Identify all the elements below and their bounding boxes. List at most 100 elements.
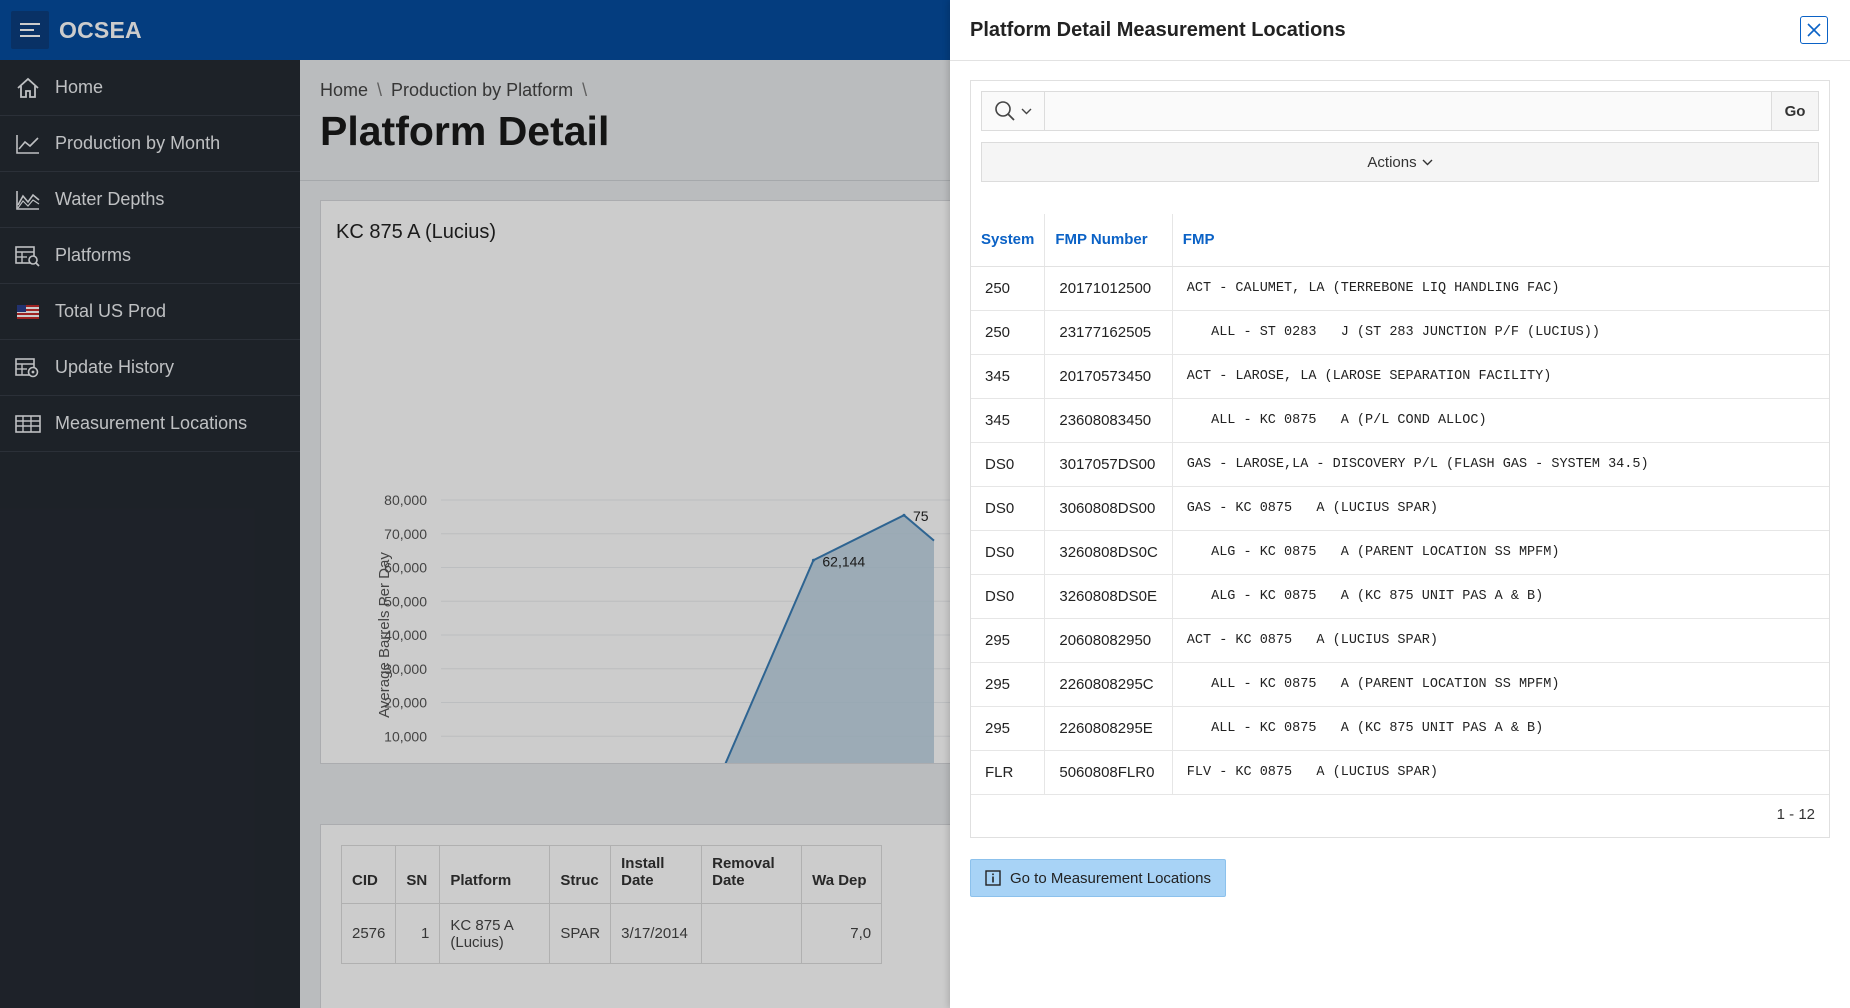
cell-struc: SPAR [549,903,612,964]
cell-platform: KC 875 A (Lucius) [439,903,551,964]
search-column-button[interactable] [982,92,1045,130]
table-row: 295 2260808295E ALL - KC 0875 A (KC 875 U… [971,706,1829,751]
data-label: 7 [642,761,650,763]
cell-system: DS0 [971,442,1046,487]
y-tick-label: 60,000 [384,560,427,576]
sidebar-item-measurement-locations[interactable]: Measurement Locations [0,396,300,452]
cell-fmp-number: 3260808DS0C [1044,530,1173,575]
cell-fmp: ALG - KC 0875 A (PARENT LOCATION SS MPFM… [1172,530,1829,575]
column-header-cid[interactable]: CID [340,845,397,904]
column-header-system[interactable]: System [971,214,1046,267]
chevron-down-icon [1021,108,1032,115]
cell-fmp: GAS - KC 0875 A (LUCIUS SPAR) [1172,486,1829,531]
sidebar-item-label: Measurement Locations [55,413,248,433]
cell-system: 250 [971,310,1046,355]
measurement-locations-dialog: Platform Detail Measurement Locations Go… [950,0,1850,1008]
us-flag-icon [14,300,42,324]
close-button[interactable] [1800,16,1828,44]
breadcrumb-production-link[interactable]: Production by Platform [391,80,574,100]
sidebar-item-home[interactable]: Home [0,60,300,116]
cell-system: 345 [971,398,1046,443]
hamburger-icon [20,22,40,38]
close-icon [1807,23,1821,37]
table-row: 345 23608083450 ALL - KC 0875 A (P/L COND… [971,398,1829,443]
actions-menu-button[interactable]: Actions [981,142,1819,182]
table-row: 295 20608082950 ACT - KC 0875 A (LUCIUS SP… [971,618,1829,663]
line-chart-icon [14,132,42,156]
cell-fmp-number: 23177162505 [1044,310,1173,355]
y-tick-label: 10,000 [384,728,427,744]
sidebar-item-label: Production by Month [55,133,221,153]
cell-fmp: ALL - KC 0875 A (P/L COND ALLOC) [1172,398,1829,443]
breadcrumb: Home \ Production by Platform \ [320,80,596,101]
go-to-measurement-locations-button[interactable]: Go to Measurement Locations [970,859,1226,897]
column-header-removal-date[interactable]: Removal Date [701,845,803,904]
table-row: 2576 1 KC 875 A (Lucius) SPAR 3/17/2014 … [340,903,883,964]
table-row: 250 23177162505 ALL - ST 0283 J (ST 283 J… [971,310,1829,355]
cell-fmp: FLV - KC 0875 A (LUCIUS SPAR) [1172,750,1829,795]
menu-toggle-button[interactable] [11,11,49,49]
table-icon [14,412,42,436]
cell-fmp-number: 20608082950 [1044,618,1173,663]
column-header-platform[interactable]: Platform [439,845,551,904]
sidebar-nav: Home Production by Month Water Depths Pl… [0,60,300,1008]
search-input[interactable] [1045,92,1771,130]
go-button[interactable]: Go [1771,92,1818,130]
cell-fmp: ALL - KC 0875 A (PARENT LOCATION SS MPFM… [1172,662,1829,707]
sidebar-item-production-by-month[interactable]: Production by Month [0,116,300,172]
table-row: 295 2260808295C ALL - KC 0875 A (PARENT L… [971,662,1829,707]
cell-fmp: ALL - KC 0875 A (KC 875 UNIT PAS A & B) [1172,706,1829,751]
table-row: DS0 3060808DS00 GAS - KC 0875 A (LUCIUS SP… [971,486,1829,531]
data-point[interactable] [902,513,906,517]
column-header-install-date[interactable]: Install Date [610,845,703,904]
sidebar-item-update-history[interactable]: Update History [0,340,300,396]
chart-title: KC 875 A (Lucius) [336,221,497,243]
y-tick-label: 30,000 [384,661,427,677]
sidebar-item-water-depths[interactable]: Water Depths [0,172,300,228]
cell-system: 345 [971,354,1046,399]
cell-removal-date [701,903,803,964]
data-label: 0 [552,761,560,763]
y-tick-label: 70,000 [384,526,427,542]
cell-fmp-number: 3017057DS00 [1044,442,1173,487]
cell-system: FLR [971,750,1046,795]
sidebar-item-total-us-prod[interactable]: Total US Prod [0,284,300,340]
cell-fmp: ACT - KC 0875 A (LUCIUS SPAR) [1172,618,1829,663]
table-search-icon [14,244,42,268]
column-header-water-depth[interactable]: Wa Dep [801,845,883,904]
platform-table-region: CID SN Platform Struc Install Date Remov… [320,824,950,1008]
app-title[interactable]: OCSEA [59,16,142,43]
page-title: Platform Detail [320,108,610,154]
y-axis-label: Average Barrels Per Day [376,552,393,718]
platform-table: CID SN Platform Struc Install Date Remov… [340,845,883,964]
cell-fmp-number: 3260808DS0E [1044,574,1173,619]
table-row: FLR 5060808FLR0 FLV - KC 0875 A (LUCIUS SP… [971,750,1829,795]
table-gear-icon [14,356,42,380]
breadcrumb-separator: \ [582,80,588,100]
data-point[interactable] [811,558,815,562]
sidebar-item-platforms[interactable]: Platforms [0,228,300,284]
modal-overlay[interactable] [0,0,950,1008]
cell-water-depth: 7,0 [801,903,883,964]
cell-fmp-number: 20170573450 [1044,354,1173,399]
interactive-report: Go Actions System FMP Number FMP 250 2017… [970,80,1830,838]
breadcrumb-home-link[interactable]: Home [320,80,369,100]
table-row: DS0 3017057DS00 GAS - LAROSE,LA - DISCOVER… [971,442,1829,487]
measurement-locations-table: System FMP Number FMP 250 20171012500 ACT … [971,214,1829,795]
cell-system: 295 [971,618,1046,663]
column-header-fmp[interactable]: FMP [1172,214,1829,267]
cell-system: 295 [971,662,1046,707]
column-header-fmp-number[interactable]: FMP Number [1044,214,1173,267]
production-chart: 0 10,000 20,000 30,000 40,000 50,000 60,000 70,… [376,492,950,763]
cell-system: DS0 [971,574,1046,619]
area-chart-icon [14,188,42,212]
cell-fmp-number: 2260808295E [1044,706,1173,751]
cell-fmp: ACT - LAROSE, LA (LAROSE SEPARATION FACI… [1172,354,1829,399]
y-tick-label: 40,000 [384,627,427,643]
table-row: 345 20170573450 ACT - LAROSE, LA (LAROSE S… [971,354,1829,399]
dialog-header: Platform Detail Measurement Locations [950,0,1850,61]
cell-fmp: ACT - CALUMET, LA (TERREBONE LIQ HANDLIN… [1172,266,1829,311]
table-row: DS0 3260808DS0E ALG - KC 0875 A (KC 875 U… [971,574,1829,619]
chevron-down-icon [1422,159,1433,166]
cell-cid: 2576 [340,903,397,964]
